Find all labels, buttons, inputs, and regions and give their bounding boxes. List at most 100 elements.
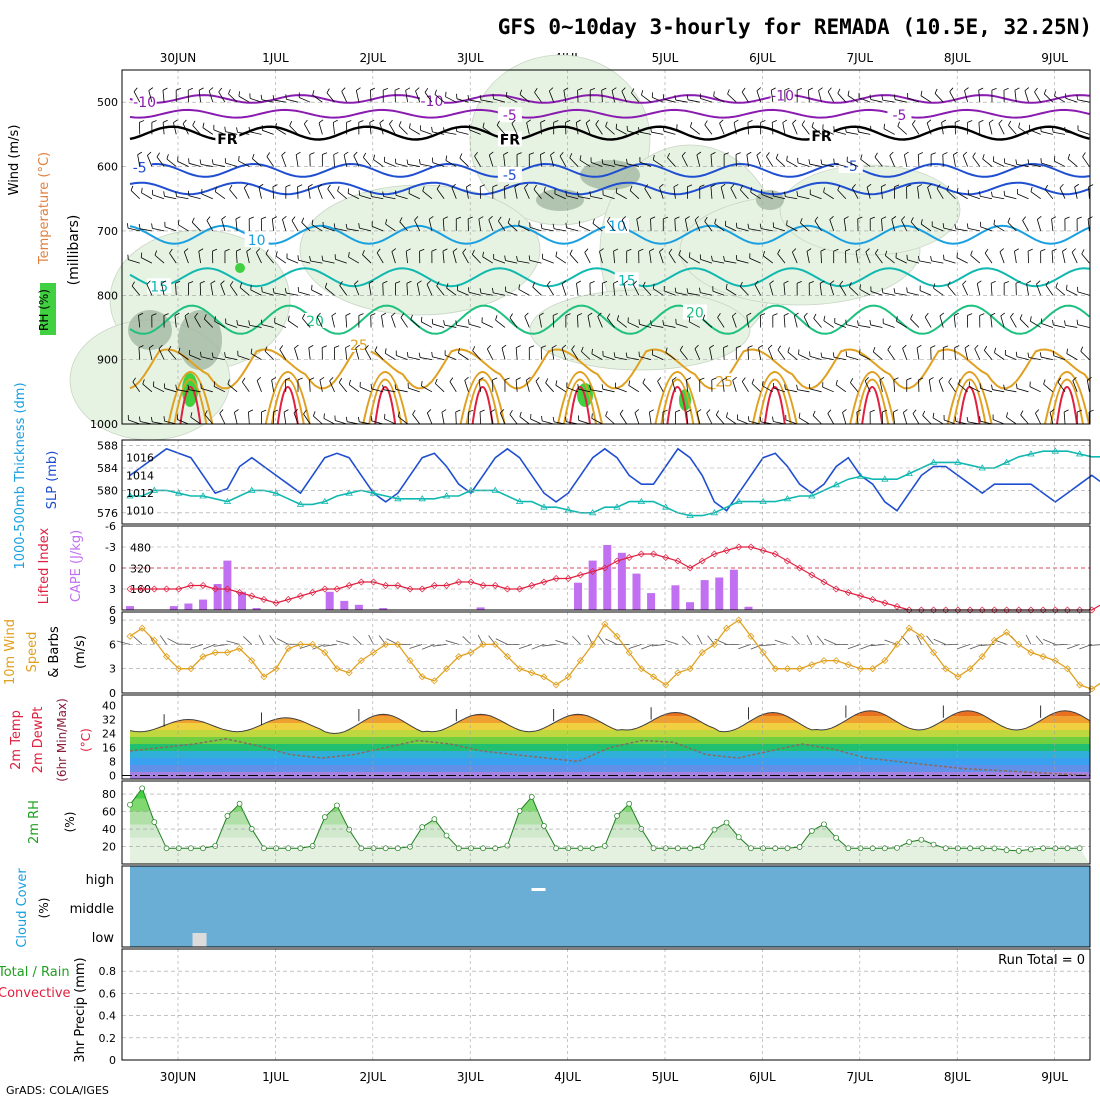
wind-barb [837,93,847,103]
wind-barb-flag [953,151,958,156]
wind-barb-flag [772,313,778,316]
wind-barb [875,253,883,264]
wind-barb [395,195,408,200]
wind-barb [818,90,822,103]
wind-speed-marker [783,665,792,673]
wind-barb [978,122,981,135]
wind-barb-flag [1059,183,1064,189]
contour-label-bg [712,373,737,389]
wind-barb-flag [636,216,642,220]
wind-barb [468,291,481,296]
wind-barb-flag [912,409,917,414]
wind-barb-flag [746,151,752,156]
wind-barb [189,354,201,361]
wind-barb-flag [576,119,581,123]
wind-barb-flag [786,220,788,226]
wind-barb-flag [936,184,941,189]
wind-barb-flag [988,119,994,124]
lifted-index-marker [552,575,560,582]
wind-barb [968,194,980,200]
wind-barb-flag [659,183,664,188]
wind-barb [866,187,871,199]
temperature-contour-loop [270,378,305,425]
wind-barb-flag [265,249,269,255]
wind-barb-flag [590,87,596,91]
rh-marker [492,845,499,852]
wind-barb [566,227,579,232]
wind-barb-flag [849,282,852,288]
wind-barb [798,417,810,425]
lifted-index-marker [528,582,536,589]
wind-barb [140,228,152,232]
wind-barb [128,419,140,425]
wind-barb [133,91,141,103]
wind-barb [855,251,859,264]
rh-marker [955,845,961,852]
wind-barb-flag [843,216,849,220]
wind-barb [416,283,421,296]
wind-barb [758,347,762,360]
wind-barb [907,291,920,296]
wind-barb [525,380,530,392]
wind-barb [201,388,213,393]
wind-barb-flag [248,126,251,132]
wind-barb [542,644,557,647]
wind-barb-flag [686,94,689,100]
lifted-index-marker [199,582,207,589]
wind-barb-flag [991,280,996,284]
wind-barb [1007,222,1017,232]
wind-barb-flag [930,152,936,155]
wind-barb-flag [847,90,850,96]
wind-barb [499,412,506,425]
lifted-index-marker [771,550,779,558]
wind-barb [178,352,189,360]
wind-barb [174,315,177,328]
wind-barb [936,188,944,199]
temperature-line [129,710,1090,735]
wind-tick: 3 [109,663,116,676]
wind-barb [518,644,532,649]
date-label: 7JUL [846,1070,873,1084]
wind-barb [1043,638,1056,645]
wind-barb [591,418,603,425]
wind-barb [488,219,494,232]
wind-barb [591,353,603,360]
wind-speed-marker [296,640,305,648]
wind-barb [262,291,274,296]
wind-barb-flag [362,249,365,255]
wind-barb [1030,191,1041,200]
thickness-marker [735,497,743,504]
wind-barb [208,90,214,103]
wind-barb [902,348,908,360]
wind-barb [689,256,700,264]
wind-barb-flag [187,384,190,390]
wind-barb [432,356,445,361]
rh-marker [261,845,267,852]
wind-barb-flag [345,416,348,422]
wind-barb-flag [333,152,339,155]
wind-barb-flag [663,216,669,220]
wind-barb-flag [958,379,961,385]
temperature-contour-loop [459,371,506,425]
wind-barb [237,355,250,361]
contour-label-bg [770,87,795,103]
wind-barb-flag [942,223,945,229]
wind-barb [928,379,932,392]
wind-barb [806,634,813,645]
slp-tick: 1014 [126,469,154,482]
wind-barb [235,218,238,231]
wind-barb [756,90,762,103]
wind-barb [531,644,545,650]
wind-barb [1044,189,1054,199]
thickness-marker [199,492,207,499]
wind-barb [592,223,603,232]
wind-barb [566,387,579,393]
wind-barb [786,160,798,167]
wind-barb-flag [642,281,646,287]
wind-barb-flag [1081,249,1085,255]
wind-barb [771,122,774,135]
wind-barb-flag [747,416,750,422]
wind-barb [1041,162,1053,167]
wind-barb-flag [628,380,631,386]
wind-barb-flag [999,248,1004,253]
